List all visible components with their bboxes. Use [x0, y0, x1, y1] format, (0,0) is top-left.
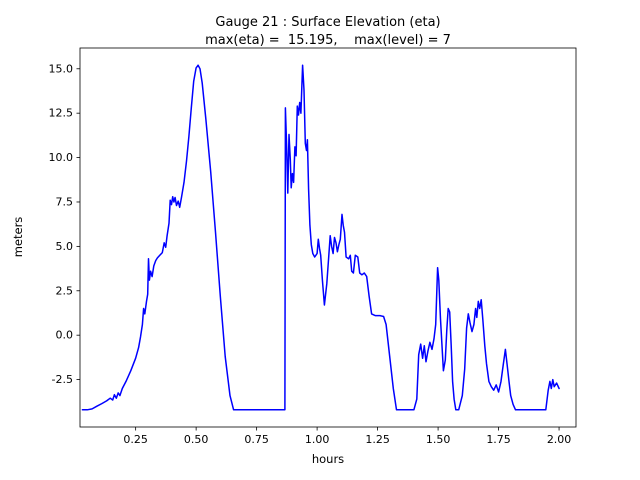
- x-tick-label: 1.25: [365, 433, 390, 446]
- y-tick-label: 15.0: [49, 62, 74, 75]
- chart-subtitle: max(eta) = 15.195, max(level) = 7: [205, 33, 451, 48]
- y-tick-label: 5.0: [56, 240, 74, 253]
- chart-title: Gauge 21 : Surface Elevation (eta): [215, 15, 440, 30]
- y-tick-label: 0.0: [56, 329, 74, 342]
- x-tick-label: 1.00: [305, 433, 330, 446]
- y-tick-label: 10.0: [49, 151, 74, 164]
- x-tick-label: 2.00: [547, 433, 572, 446]
- x-tick-label: 0.75: [244, 433, 269, 446]
- plot-area: 0.25 0.50 0.75 1.00 1.25 1.50 1.75 2.00 -2.5 0.0 2…: [49, 47, 577, 446]
- y-tick-label: -2.5: [52, 373, 73, 386]
- x-tick-label: 1.50: [426, 433, 451, 446]
- x-tick-label: 0.50: [184, 433, 209, 446]
- y-axis-label: meters: [11, 217, 25, 258]
- axes-frame: [79, 47, 577, 428]
- eta-line: [81, 64, 560, 411]
- x-tick-label: 0.25: [123, 433, 148, 446]
- x-axis-label: hours: [312, 452, 344, 466]
- y-tick-label: 7.5: [56, 195, 74, 208]
- y-tick-label: 2.5: [56, 284, 74, 297]
- x-tick-label: 1.75: [486, 433, 511, 446]
- y-tick-label: 12.5: [49, 107, 74, 120]
